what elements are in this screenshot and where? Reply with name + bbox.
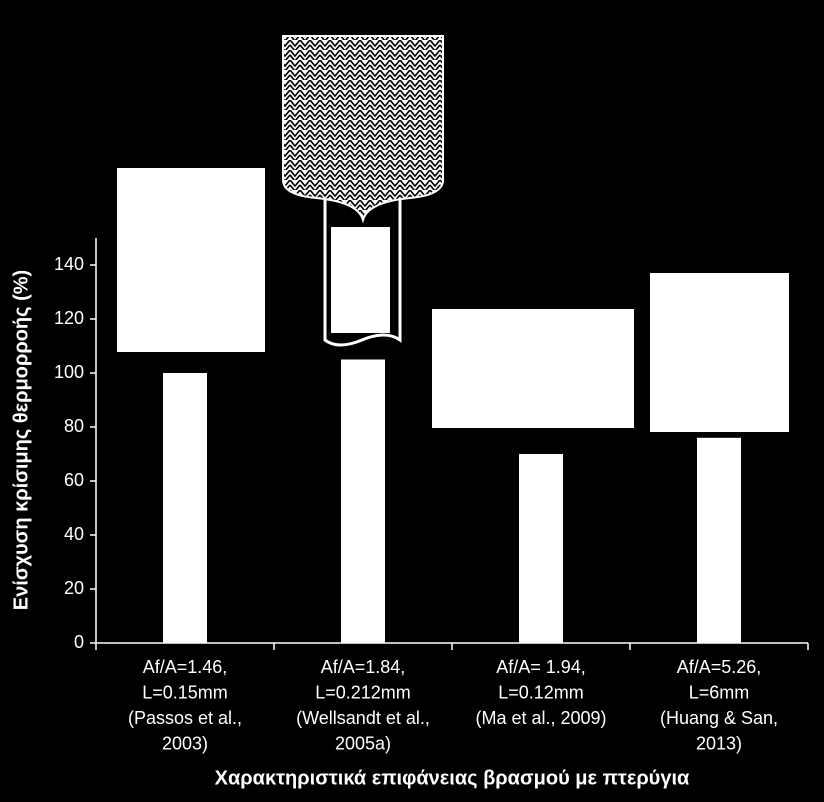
- y-tick-label: 60: [64, 470, 84, 490]
- x-tick-label: (Wellsandt et al.,: [296, 708, 430, 728]
- x-tick-label: L=0.12mm: [498, 682, 584, 702]
- bar: [341, 359, 385, 643]
- x-tick-label: 2005a): [335, 733, 391, 753]
- x-tick-label: L=0.212mm: [315, 682, 411, 702]
- x-tick-label: L=0.15mm: [142, 682, 228, 702]
- inset-image: [650, 273, 789, 432]
- x-tick-label: Af/A=1.84,: [321, 657, 406, 677]
- x-tick-label: (Ma et al., 2009): [475, 708, 606, 728]
- x-tick-label: (Huang & San,: [660, 708, 778, 728]
- x-tick-label: 2013): [696, 733, 742, 753]
- x-tick-label: Af/A= 1.94,: [496, 657, 586, 677]
- x-tick-label: Af/A=1.46,: [143, 657, 228, 677]
- x-tick-label: 2003): [162, 733, 208, 753]
- y-tick-label: 40: [64, 524, 84, 544]
- y-tick-label: 20: [64, 578, 84, 598]
- x-tick-label: L=6mm: [689, 682, 750, 702]
- fin-illustration: [282, 35, 444, 347]
- bar: [519, 454, 563, 643]
- x-axis-label: Χαρακτηριστικά επιφάνειας βρασμού με πτε…: [215, 767, 690, 789]
- y-axis-label: Ενίσχυση κρίσιμης θερμορροής (%): [10, 270, 32, 610]
- bar: [163, 373, 207, 643]
- inset-image: [432, 309, 634, 428]
- inset-image: [117, 168, 265, 352]
- y-tick-label: 120: [54, 308, 84, 328]
- y-tick-label: 140: [54, 254, 84, 274]
- x-tick-label: Af/A=5.26,: [677, 657, 762, 677]
- x-tick-label: (Passos et al.,: [128, 708, 242, 728]
- bar: [697, 437, 741, 643]
- y-tick-label: 0: [74, 632, 84, 652]
- y-tick-label: 80: [64, 416, 84, 436]
- y-tick-label: 100: [54, 362, 84, 382]
